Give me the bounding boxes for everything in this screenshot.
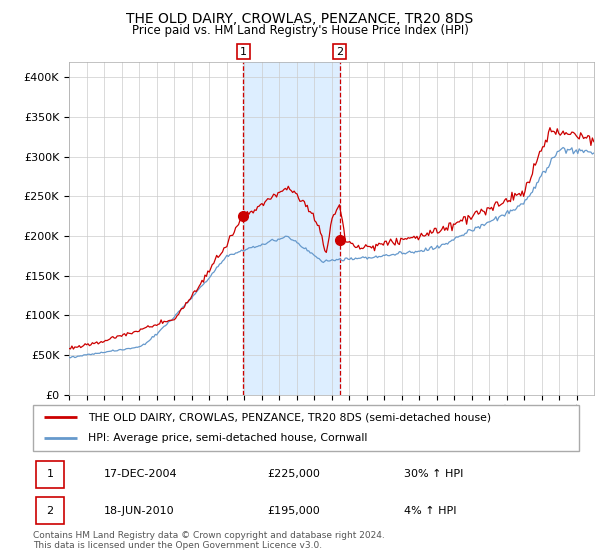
Text: 30% ↑ HPI: 30% ↑ HPI [404,469,464,479]
Text: £225,000: £225,000 [268,469,320,479]
FancyBboxPatch shape [36,497,64,524]
Text: 4% ↑ HPI: 4% ↑ HPI [404,506,457,516]
Text: 2: 2 [46,506,53,516]
FancyBboxPatch shape [36,461,64,488]
Bar [244,62,340,395]
Text: THE OLD DAIRY, CROWLAS, PENZANCE, TR20 8DS: THE OLD DAIRY, CROWLAS, PENZANCE, TR20 8… [127,12,473,26]
Text: Contains HM Land Registry data © Crown copyright and database right 2024.
This d: Contains HM Land Registry data © Crown c… [33,530,385,550]
Text: 1: 1 [240,46,247,57]
Text: 18-JUN-2010: 18-JUN-2010 [104,506,175,516]
Text: HPI: Average price, semi-detached house, Cornwall: HPI: Average price, semi-detached house,… [88,433,367,444]
FancyBboxPatch shape [33,405,579,451]
Text: 17-DEC-2004: 17-DEC-2004 [104,469,178,479]
Text: £195,000: £195,000 [268,506,320,516]
Text: 2: 2 [336,46,343,57]
Text: Price paid vs. HM Land Registry's House Price Index (HPI): Price paid vs. HM Land Registry's House … [131,24,469,36]
Text: THE OLD DAIRY, CROWLAS, PENZANCE, TR20 8DS (semi-detached house): THE OLD DAIRY, CROWLAS, PENZANCE, TR20 8… [88,412,491,422]
Text: 1: 1 [46,469,53,479]
